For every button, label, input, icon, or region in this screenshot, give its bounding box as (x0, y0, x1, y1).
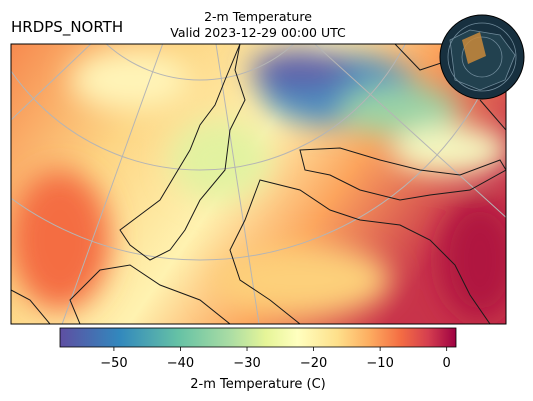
map (11, 44, 506, 324)
colorbar-tick-label: −40 (167, 356, 194, 371)
model-name: HRDPS_NORTH (11, 18, 123, 37)
colorbar-tick-label: −20 (300, 356, 327, 371)
colorbar-tick-label: −30 (233, 356, 260, 371)
globe-inset (439, 14, 525, 100)
colorbar-tick-label: 0 (443, 356, 451, 371)
colorbar-tick-label: −50 (100, 356, 127, 371)
colorbar-tick-label: −10 (366, 356, 393, 371)
colorbar (59, 327, 457, 348)
map-frame (10, 43, 507, 325)
colorbar-label: 2-m Temperature (C) (190, 377, 325, 392)
title: 2-m Temperature (204, 9, 312, 24)
valid-time: Valid 2023-12-29 00:00 UTC (170, 25, 346, 40)
